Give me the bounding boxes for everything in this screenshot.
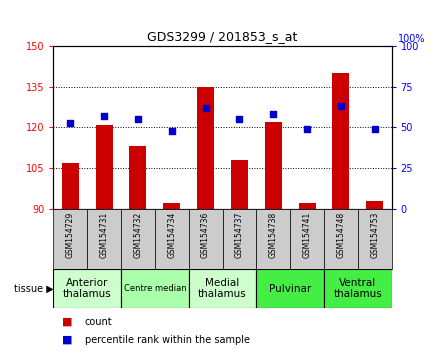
Title: GDS3299 / 201853_s_at: GDS3299 / 201853_s_at <box>147 30 298 44</box>
Text: Centre median: Centre median <box>124 284 186 293</box>
Bar <box>189 209 222 269</box>
Bar <box>332 73 349 209</box>
Text: tissue ▶: tissue ▶ <box>14 284 53 293</box>
Bar <box>53 269 121 308</box>
Text: 100%: 100% <box>398 34 426 44</box>
Text: GSM154737: GSM154737 <box>235 212 244 258</box>
Text: ■: ■ <box>62 335 73 345</box>
Bar <box>256 269 324 308</box>
Bar <box>256 209 290 269</box>
Point <box>371 126 378 132</box>
Text: count: count <box>85 317 112 327</box>
Bar <box>121 269 189 308</box>
Text: GSM154753: GSM154753 <box>370 212 379 258</box>
Text: GSM154729: GSM154729 <box>66 212 75 258</box>
Bar <box>366 201 383 209</box>
Text: Pulvinar: Pulvinar <box>269 284 311 293</box>
Bar <box>197 87 214 209</box>
Bar <box>53 209 87 269</box>
Bar <box>189 269 256 308</box>
Point <box>236 116 243 122</box>
Point <box>303 126 311 132</box>
Bar <box>96 125 113 209</box>
Text: ■: ■ <box>62 317 73 327</box>
Point <box>67 120 74 125</box>
Bar <box>265 122 282 209</box>
Text: GSM154741: GSM154741 <box>303 212 312 258</box>
Text: percentile rank within the sample: percentile rank within the sample <box>85 335 250 345</box>
Bar <box>324 209 358 269</box>
Bar <box>121 209 155 269</box>
Text: GSM154736: GSM154736 <box>201 212 210 258</box>
Bar <box>290 209 324 269</box>
Text: GSM154732: GSM154732 <box>134 212 142 258</box>
Point <box>101 113 108 119</box>
Bar <box>62 163 79 209</box>
Bar <box>358 209 392 269</box>
Point <box>270 112 277 117</box>
Text: GSM154738: GSM154738 <box>269 212 278 258</box>
Bar <box>231 160 248 209</box>
Bar <box>155 209 189 269</box>
Point <box>337 103 344 109</box>
Bar <box>324 269 392 308</box>
Text: GSM154731: GSM154731 <box>100 212 109 258</box>
Bar <box>87 209 121 269</box>
Text: Ventral
thalamus: Ventral thalamus <box>333 278 382 299</box>
Text: GSM154734: GSM154734 <box>167 212 176 258</box>
Text: Anterior
thalamus: Anterior thalamus <box>63 278 112 299</box>
Point <box>202 105 209 111</box>
Bar <box>222 209 256 269</box>
Point <box>134 116 142 122</box>
Bar <box>129 147 146 209</box>
Bar <box>163 204 180 209</box>
Point <box>168 128 175 133</box>
Text: GSM154748: GSM154748 <box>336 212 345 258</box>
Bar <box>299 204 316 209</box>
Text: Medial
thalamus: Medial thalamus <box>198 278 247 299</box>
